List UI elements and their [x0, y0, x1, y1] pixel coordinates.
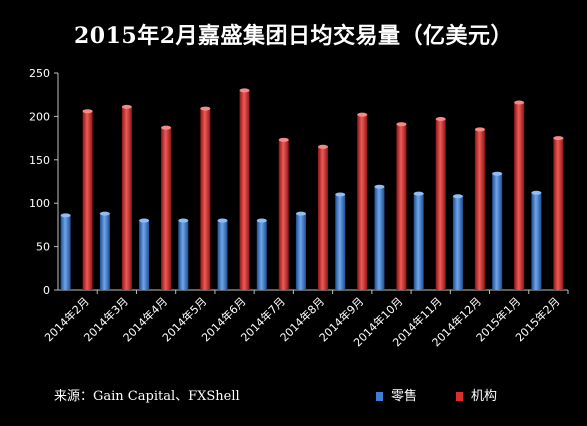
bar-cap-institutional	[514, 100, 525, 105]
bar-cap-retail	[178, 218, 189, 223]
bar-retail	[413, 193, 424, 290]
bar-retail	[256, 220, 267, 290]
legend-label-institutional: 机构	[471, 389, 498, 404]
bar-retail	[531, 192, 542, 290]
y-tick-label: 200	[29, 110, 50, 123]
bar-institutional	[318, 146, 328, 290]
bar-cap-institutional	[82, 109, 93, 114]
y-tick-label: 0	[43, 284, 50, 297]
bar-cap-institutional	[278, 137, 289, 142]
bar-institutional	[200, 108, 211, 290]
bar-cap-retail	[492, 171, 503, 176]
bar-retail	[139, 220, 150, 290]
bar-cap-institutional	[357, 112, 368, 117]
y-tick-label: 50	[36, 241, 50, 254]
bar-institutional	[435, 119, 446, 290]
bar-cap-institutional	[396, 122, 407, 127]
bar-retail	[452, 196, 463, 290]
bar-cap-institutional	[161, 125, 172, 130]
legend-item-institutional: 机构	[456, 385, 497, 404]
bar-institutional	[514, 102, 525, 291]
bar-cap-retail	[217, 218, 228, 223]
bar-retail	[492, 173, 503, 290]
bar-institutional	[396, 124, 407, 290]
bar-cap-institutional	[318, 144, 328, 149]
bar-cap-institutional	[474, 127, 485, 132]
bar-cap-institutional	[200, 106, 211, 111]
bar-cap-retail	[99, 211, 110, 216]
y-tick-label: 250	[29, 67, 50, 80]
bar-cap-retail	[374, 184, 385, 189]
bar-cap-retail	[60, 213, 71, 218]
bar-retail	[178, 220, 189, 290]
bar-cap-institutional	[553, 136, 564, 141]
bar-retail	[296, 213, 306, 290]
legend-label-retail: 零售	[391, 389, 418, 404]
bar-institutional	[82, 111, 93, 290]
bar-retail	[374, 186, 385, 290]
bar-institutional	[474, 129, 485, 290]
y-tick-label: 100	[29, 197, 50, 210]
bar-institutional	[553, 138, 564, 290]
bar-cap-retail	[256, 218, 267, 223]
legend-item-retail: 零售	[376, 385, 417, 404]
bar-retail	[335, 194, 346, 290]
bar-retail	[60, 215, 71, 290]
bar-cap-institutional	[435, 117, 446, 122]
bar-retail	[99, 213, 110, 290]
bar-cap-institutional	[239, 88, 250, 93]
bar-institutional	[121, 106, 132, 291]
legend-swatch-retail	[376, 392, 383, 401]
source-note: 来源：Gain Capital、FXShell	[54, 389, 240, 404]
bar-cap-retail	[335, 192, 346, 197]
legend-swatch-institutional	[456, 392, 463, 401]
bar-cap-institutional	[121, 104, 132, 109]
bar-cap-retail	[452, 194, 463, 199]
bar-cap-retail	[413, 191, 424, 196]
bar-retail	[217, 220, 228, 290]
bar-institutional	[161, 127, 172, 291]
y-tick-label: 150	[29, 154, 50, 167]
bar-institutional	[278, 139, 289, 290]
bar-institutional	[239, 90, 250, 290]
bar-cap-retail	[531, 190, 542, 195]
bar-institutional	[357, 114, 368, 290]
bar-cap-retail	[296, 211, 306, 216]
chart-title: 2015年2月嘉盛集团日均交易量（亿美元）	[73, 23, 514, 49]
bar-cap-retail	[139, 218, 150, 223]
